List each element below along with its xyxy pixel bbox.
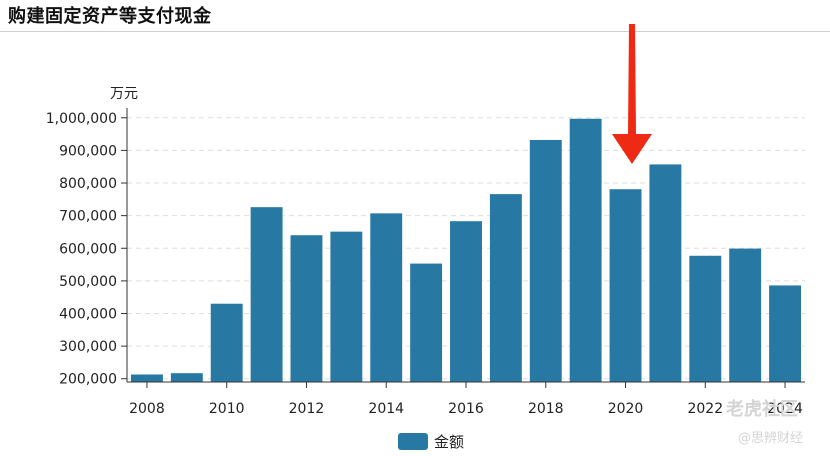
y-tick-label: 1,000,000	[46, 111, 117, 127]
y-tick-label: 900,000	[59, 143, 117, 159]
bar-2012	[290, 235, 323, 382]
bar-2018	[529, 139, 562, 382]
chart-title: 购建固定资产等支付现金	[8, 6, 212, 27]
bar-2014	[370, 213, 403, 382]
y-tick-labels: 200,000 300,000 400,000 500,000 600,000 700,0…	[46, 111, 117, 388]
x-tick-label: 2020	[608, 401, 644, 417]
x-tick-label: 2012	[289, 401, 325, 417]
x-tick-label: 2022	[687, 401, 723, 417]
bar-2009	[170, 373, 203, 382]
bar-2022	[689, 255, 722, 382]
bar-2017	[489, 194, 522, 382]
axes	[121, 108, 805, 388]
watermark-handle: @思辨财经	[738, 431, 803, 446]
bar-2024	[769, 285, 802, 382]
bar-2011	[250, 207, 283, 382]
watermark-brand: 老虎社区	[726, 398, 798, 420]
red-down-arrow-icon	[612, 24, 652, 164]
legend-label: 金额	[434, 433, 464, 451]
y-tick-label: 800,000	[59, 176, 117, 192]
title-divider	[0, 31, 830, 32]
y-tick-label: 400,000	[59, 307, 117, 323]
x-tick-label: 2024	[767, 401, 803, 417]
bar-2013	[330, 231, 363, 382]
bar-2016	[450, 221, 482, 382]
bar-2020	[609, 189, 642, 382]
x-tick-label: 2010	[209, 401, 245, 417]
x-tick-label: 2014	[368, 401, 404, 417]
bars	[130, 118, 802, 382]
x-tick-labels: 2008 2010 2012 2014 2016 2018 2020 2022 2024	[129, 401, 803, 417]
x-tick-label: 2016	[448, 401, 484, 417]
y-tick-label: 500,000	[59, 274, 117, 290]
y-axis-unit-label: 万元	[110, 86, 138, 102]
bar-2015	[410, 263, 443, 382]
bar-2010	[210, 303, 243, 382]
bar-2023	[729, 248, 762, 382]
y-tick-label: 600,000	[59, 241, 117, 257]
y-tick-label: 200,000	[59, 372, 117, 388]
y-tick-label: 700,000	[59, 209, 117, 225]
x-tick-label: 2018	[528, 401, 564, 417]
watermark: 老虎社区 @思辨财经	[726, 398, 803, 446]
bar-2008	[130, 374, 163, 382]
bar-2019	[569, 118, 602, 382]
legend: 金额	[398, 433, 464, 451]
y-tick-label: 300,000	[59, 339, 117, 355]
legend-swatch	[398, 433, 428, 450]
bar-2021	[649, 164, 682, 382]
x-tick-label: 2008	[129, 401, 165, 417]
